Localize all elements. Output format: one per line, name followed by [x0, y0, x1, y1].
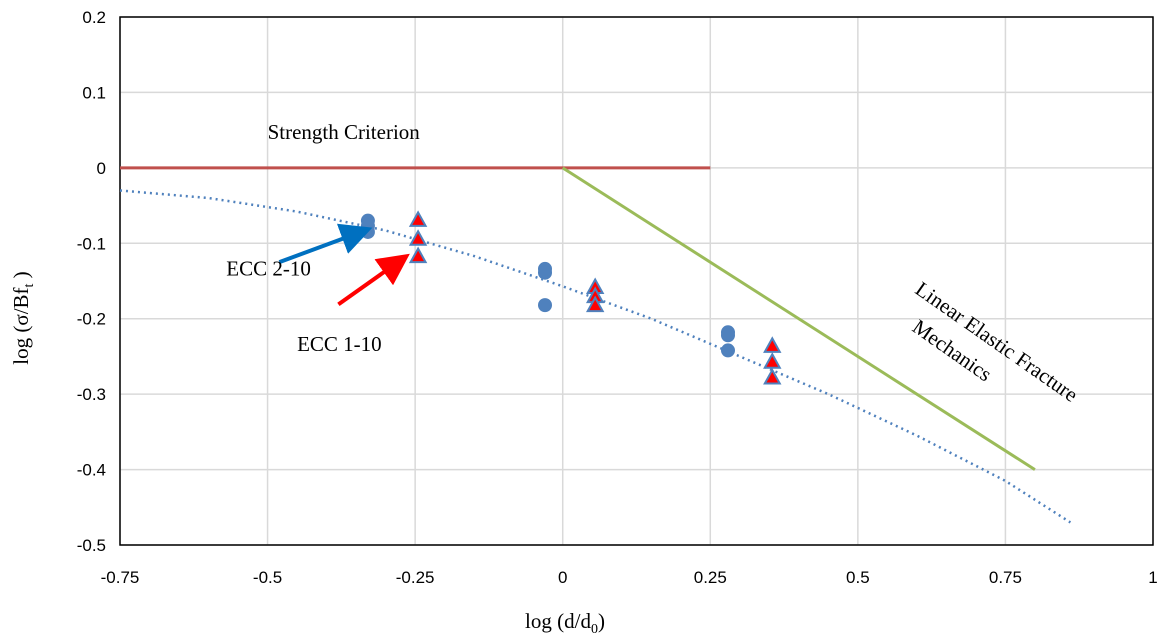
ecc-2-10-label: ECC 2-10 [226, 257, 311, 281]
y-tick-label: -0.1 [77, 234, 106, 253]
plot-area-frame [119, 16, 1154, 546]
size-effect-curve-line [119, 189, 1072, 524]
y-tick-label: 0.1 [82, 83, 106, 102]
ecc-1-10-label: ECC 1-10 [297, 332, 382, 356]
ecc-2-10-point [720, 343, 735, 358]
y-tick-label: -0.5 [77, 536, 106, 555]
ecc-1-10-point [408, 210, 428, 227]
x-tick-label: -0.5 [253, 568, 282, 587]
x-axis-title: log (d/d0) [525, 609, 605, 637]
gridlines [119, 16, 1154, 546]
y-axis-title-main: log (σ/Bf [9, 287, 33, 364]
y-axis-title-subscript: t [22, 283, 37, 287]
y-tick-label: 0.2 [82, 8, 106, 27]
y-tick-label: -0.4 [77, 461, 106, 480]
ecc2-arrow [278, 223, 373, 265]
x-tick-label: 0.75 [989, 568, 1022, 587]
y-axis-title: log (σ/Bft ) [9, 271, 37, 364]
annotation-arrows [278, 223, 410, 307]
x-tick-label: -0.25 [396, 568, 435, 587]
x-axis-ticks: -0.75 -0.5 -0.25 0 0.25 0.5 0.75 1 [101, 568, 1158, 587]
data-markers [360, 210, 782, 385]
y-tick-label: 0 [97, 159, 106, 178]
ecc-1-10-point [763, 367, 782, 385]
reference-lines [119, 166, 1072, 524]
ecc-2-10-point [538, 298, 553, 313]
ecc-2-10-point [538, 265, 553, 280]
y-tick-label: -0.3 [77, 385, 106, 404]
x-axis-title-end: ) [598, 609, 605, 633]
lefm-line [561, 166, 1036, 471]
x-axis-title-main: log (d/d [525, 609, 591, 633]
x-axis-title-subscript: 0 [591, 622, 598, 637]
ecc-1-10-point [763, 336, 782, 353]
x-tick-label: 1 [1148, 568, 1157, 587]
x-tick-label: -0.75 [101, 568, 140, 587]
x-tick-label: 0.25 [694, 568, 727, 587]
ecc-1-10-point [408, 229, 428, 246]
ecc-2-10-point [720, 328, 735, 343]
annotations: Strength Criterion Linear Elastic Fractu… [226, 120, 1082, 407]
ecc-1-10-point [585, 295, 605, 313]
x-tick-label: 0.5 [846, 568, 870, 587]
ecc-1-10-point [408, 246, 428, 264]
y-axis-ticks: 0.2 0.1 0 -0.1 -0.2 -0.3 -0.4 -0.5 [77, 8, 106, 555]
y-tick-label: -0.2 [77, 310, 106, 329]
ecc-1-10-point [763, 352, 782, 369]
y-axis-title-end: ) [9, 271, 33, 283]
x-tick-label: 0 [558, 568, 567, 587]
strength-criterion-label: Strength Criterion [268, 120, 421, 144]
ecc1-arrow [337, 253, 410, 307]
